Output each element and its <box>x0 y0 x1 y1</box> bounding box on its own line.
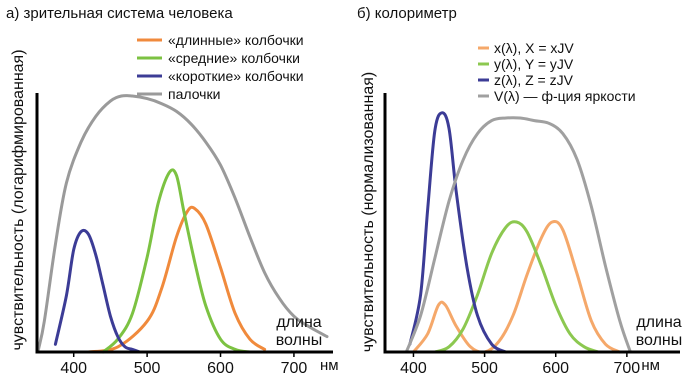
panel-b-x-axis-label: длина волны <box>636 314 683 349</box>
panel-a-series-line-1 <box>101 168 252 354</box>
panel-a-legend-label-0: «длинные» колбочки <box>168 32 304 48</box>
panel-b-x-ticks: 400 500 600 700 <box>400 352 640 376</box>
panel-b-colorimeter: б) колориметр чувствительность (нормализ… <box>357 5 682 376</box>
panel-b-x-tick-label-1: 500 <box>471 360 498 376</box>
panel-a-series-line-2 <box>53 228 142 354</box>
panel-a-x-tick-label-3: 700 <box>281 360 308 376</box>
panel-b-legend-label-3: V(λ) — ф-ция яркости <box>494 88 636 104</box>
panel-b-series-line-1 <box>433 220 600 354</box>
panel-a-x-tick-label-1: 500 <box>134 360 161 376</box>
panel-b-series-line-0 <box>412 219 622 354</box>
panel-a-axes <box>35 93 333 354</box>
panel-b-legend-label-1: y(λ), Y = yJV <box>494 56 574 72</box>
panel-a-x-unit: нм <box>320 357 339 374</box>
panel-b-x-tick-label-0: 400 <box>400 360 427 376</box>
panel-b-title: б) колориметр <box>357 5 457 22</box>
panel-a-human-vision: а) зрительная система человека чувствите… <box>6 5 339 376</box>
panel-b-x-unit: нм <box>641 357 660 374</box>
panel-a-x-tick-label-2: 600 <box>207 360 234 376</box>
panel-a-x-tick-label-0: 400 <box>60 360 87 376</box>
panel-a-series-line-3 <box>37 93 329 351</box>
panel-b-legend-label-0: x(λ), X = xJV <box>494 40 574 56</box>
panel-b-x-tick-label-3: 700 <box>614 360 641 376</box>
panel-b-y-axis-label: чувствительность (нормализованная) <box>360 72 377 352</box>
panel-a-y-axis-label: чувствительность (логарифмированная) <box>10 49 27 350</box>
panel-b-legend-label-2: z(λ), Z = zJV <box>494 72 574 88</box>
panel-b-series-line-2 <box>408 111 508 354</box>
panel-a-curves <box>37 93 329 354</box>
panel-a-legend: «длинные» колбочки «средние» колбочки «кор… <box>137 32 304 102</box>
panel-a-legend-label-2: «короткие» колбочки <box>168 68 304 84</box>
panel-b-axes <box>383 93 680 354</box>
panel-a-title: а) зрительная система человека <box>6 5 233 22</box>
panel-b-curves <box>404 111 632 354</box>
panel-a-legend-label-3: палочки <box>168 86 220 102</box>
panel-a-legend-label-1: «средние» колбочки <box>168 50 300 66</box>
panel-a-series-line-0 <box>86 205 267 354</box>
panel-b-series-line-3 <box>404 116 632 354</box>
panel-a-x-ticks: 400 500 600 700 <box>60 352 307 376</box>
panel-a-x-axis-label: длина волны <box>276 314 323 349</box>
panel-b-x-tick-label-2: 600 <box>542 360 569 376</box>
